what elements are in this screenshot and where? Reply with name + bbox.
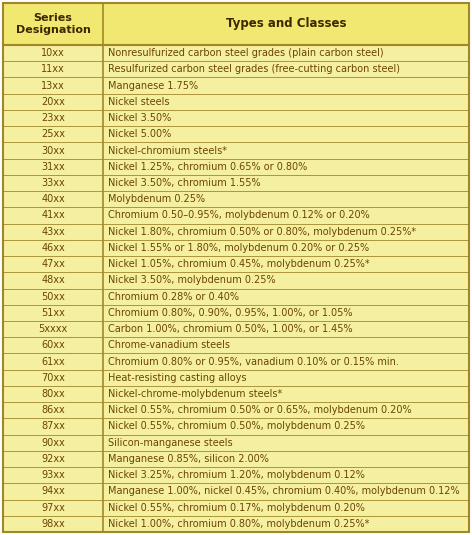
Text: Series
Designation: Series Designation [16,13,91,35]
Text: 10xx: 10xx [41,48,65,58]
Text: Nickel 5.00%: Nickel 5.00% [108,129,171,139]
Text: Nickel 1.00%, chromium 0.80%, molybdenum 0.25%*: Nickel 1.00%, chromium 0.80%, molybdenum… [108,519,370,529]
Text: Chromium 0.50–0.95%, molybdenum 0.12% or 0.20%: Chromium 0.50–0.95%, molybdenum 0.12% or… [108,210,370,220]
Text: 98xx: 98xx [41,519,65,529]
Text: 93xx: 93xx [41,470,65,480]
Bar [3,3,469,45]
Text: 43xx: 43xx [41,227,65,236]
Text: 30xx: 30xx [41,146,65,156]
Text: Nickel steels: Nickel steels [108,97,170,107]
Text: Manganese 0.85%, silicon 2.00%: Manganese 0.85%, silicon 2.00% [108,454,269,464]
Text: Heat-resisting casting alloys: Heat-resisting casting alloys [108,373,247,383]
Text: 20xx: 20xx [41,97,65,107]
Text: Manganese 1.75%: Manganese 1.75% [108,81,198,90]
Text: Chromium 0.80% or 0.95%, vanadium 0.10% or 0.15% min.: Chromium 0.80% or 0.95%, vanadium 0.10% … [108,356,399,366]
Text: Nonresulfurized carbon steel grades (plain carbon steel): Nonresulfurized carbon steel grades (pla… [108,48,384,58]
Text: 94xx: 94xx [41,486,65,496]
Text: Types and Classes: Types and Classes [226,18,346,30]
Text: 90xx: 90xx [41,438,65,448]
Text: 51xx: 51xx [41,308,65,318]
Text: Nickel 3.25%, chromium 1.20%, molybdenum 0.12%: Nickel 3.25%, chromium 1.20%, molybdenum… [108,470,365,480]
Text: 80xx: 80xx [41,389,65,399]
Text: Nickel 1.05%, chromium 0.45%, molybdenum 0.25%*: Nickel 1.05%, chromium 0.45%, molybdenum… [108,259,370,269]
Text: Chromium 0.28% or 0.40%: Chromium 0.28% or 0.40% [108,292,239,302]
Text: Chromium 0.80%, 0.90%, 0.95%, 1.00%, or 1.05%: Chromium 0.80%, 0.90%, 0.95%, 1.00%, or … [108,308,353,318]
Text: 25xx: 25xx [41,129,65,139]
Text: 31xx: 31xx [41,162,65,172]
Text: Resulfurized carbon steel grades (free-cutting carbon steel): Resulfurized carbon steel grades (free-c… [108,64,400,74]
Text: 92xx: 92xx [41,454,65,464]
Text: Nickel 0.55%, chromium 0.50% or 0.65%, molybdenum 0.20%: Nickel 0.55%, chromium 0.50% or 0.65%, m… [108,405,412,415]
Text: Nickel 3.50%, molybdenum 0.25%: Nickel 3.50%, molybdenum 0.25% [108,276,276,285]
Text: 33xx: 33xx [41,178,65,188]
Text: 41xx: 41xx [41,210,65,220]
Text: Chrome-vanadium steels: Chrome-vanadium steels [108,340,230,350]
Text: 86xx: 86xx [41,405,65,415]
Text: Carbon 1.00%, chromium 0.50%, 1.00%, or 1.45%: Carbon 1.00%, chromium 0.50%, 1.00%, or … [108,324,353,334]
Text: Nickel 0.55%, chromium 0.50%, molybdenum 0.25%: Nickel 0.55%, chromium 0.50%, molybdenum… [108,422,365,432]
Text: 5xxxx: 5xxxx [39,324,67,334]
Text: 60xx: 60xx [41,340,65,350]
Text: Manganese 1.00%, nickel 0.45%, chromium 0.40%, molybdenum 0.12%: Manganese 1.00%, nickel 0.45%, chromium … [108,486,460,496]
Text: Nickel 3.50%, chromium 1.55%: Nickel 3.50%, chromium 1.55% [108,178,261,188]
Text: Nickel-chrome-molybdenum steels*: Nickel-chrome-molybdenum steels* [108,389,282,399]
Text: 87xx: 87xx [41,422,65,432]
Text: 48xx: 48xx [41,276,65,285]
Text: 11xx: 11xx [41,64,65,74]
Text: Nickel 0.55%, chromium 0.17%, molybdenum 0.20%: Nickel 0.55%, chromium 0.17%, molybdenum… [108,503,365,513]
Text: 50xx: 50xx [41,292,65,302]
Text: 61xx: 61xx [41,356,65,366]
Text: Silicon-manganese steels: Silicon-manganese steels [108,438,233,448]
Text: Nickel 1.80%, chromium 0.50% or 0.80%, molybdenum 0.25%*: Nickel 1.80%, chromium 0.50% or 0.80%, m… [108,227,416,236]
Text: Nickel 1.25%, chromium 0.65% or 0.80%: Nickel 1.25%, chromium 0.65% or 0.80% [108,162,307,172]
Text: 47xx: 47xx [41,259,65,269]
Text: Molybdenum 0.25%: Molybdenum 0.25% [108,194,205,204]
Text: 23xx: 23xx [41,113,65,123]
Text: 40xx: 40xx [41,194,65,204]
Text: Nickel-chromium steels*: Nickel-chromium steels* [108,146,227,156]
Text: 70xx: 70xx [41,373,65,383]
Text: 97xx: 97xx [41,503,65,513]
Text: 13xx: 13xx [41,81,65,90]
Text: 46xx: 46xx [41,243,65,253]
Text: Nickel 1.55% or 1.80%, molybdenum 0.20% or 0.25%: Nickel 1.55% or 1.80%, molybdenum 0.20% … [108,243,369,253]
Text: Nickel 3.50%: Nickel 3.50% [108,113,171,123]
